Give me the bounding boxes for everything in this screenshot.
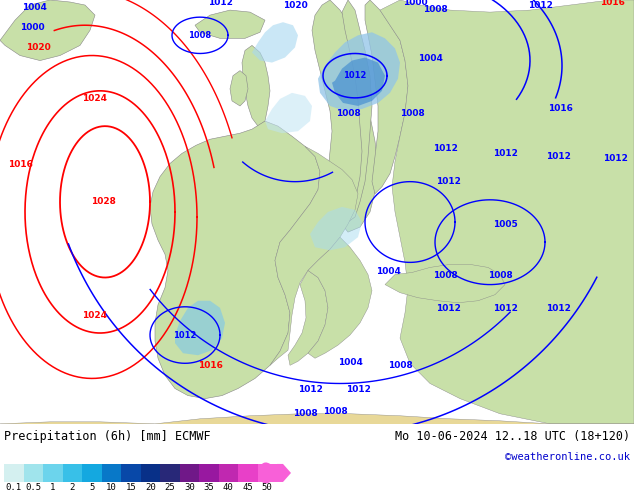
Text: 1020: 1020 <box>283 1 307 10</box>
Text: 1008: 1008 <box>335 109 360 118</box>
Text: 25: 25 <box>164 483 175 490</box>
Polygon shape <box>308 237 372 358</box>
Bar <box>121 464 141 482</box>
Text: ©weatheronline.co.uk: ©weatheronline.co.uk <box>505 452 630 462</box>
Bar <box>238 464 257 482</box>
Text: 1012: 1012 <box>546 152 571 161</box>
Text: 1012: 1012 <box>297 385 323 393</box>
Text: 1000: 1000 <box>403 0 427 7</box>
Polygon shape <box>365 0 408 194</box>
Text: 1028: 1028 <box>91 197 115 206</box>
Text: 1008: 1008 <box>432 270 457 279</box>
Bar <box>43 464 63 482</box>
Text: 10: 10 <box>106 483 117 490</box>
Polygon shape <box>310 207 362 250</box>
Text: 1008: 1008 <box>387 361 412 370</box>
Polygon shape <box>312 0 378 232</box>
Text: 1008: 1008 <box>488 270 512 279</box>
Text: 1016: 1016 <box>198 361 223 370</box>
Polygon shape <box>342 0 372 222</box>
Text: 1004: 1004 <box>418 53 443 63</box>
Text: 1012: 1012 <box>493 149 517 158</box>
Text: 1012: 1012 <box>344 71 366 80</box>
Text: 0.5: 0.5 <box>25 483 41 490</box>
Text: 1012: 1012 <box>432 145 458 153</box>
Polygon shape <box>195 10 265 38</box>
Polygon shape <box>175 301 225 355</box>
Text: 1020: 1020 <box>25 44 50 52</box>
Text: 15: 15 <box>126 483 136 490</box>
Text: 1024: 1024 <box>82 311 108 320</box>
Text: 1008: 1008 <box>293 409 318 418</box>
Text: 1: 1 <box>50 483 55 490</box>
Text: 1008: 1008 <box>323 407 347 416</box>
Bar <box>4 464 23 482</box>
Bar <box>141 464 160 482</box>
Polygon shape <box>332 57 385 106</box>
Bar <box>199 464 219 482</box>
Polygon shape <box>385 265 505 303</box>
Text: 1004: 1004 <box>337 358 363 368</box>
Text: 1004: 1004 <box>22 3 47 12</box>
Text: 50: 50 <box>262 483 273 490</box>
Text: 1012: 1012 <box>436 304 460 313</box>
Text: 1005: 1005 <box>493 220 517 229</box>
Text: 1012: 1012 <box>527 1 552 10</box>
Bar <box>219 464 238 482</box>
Text: 0.1: 0.1 <box>6 483 22 490</box>
Polygon shape <box>150 121 320 399</box>
Text: 1016: 1016 <box>548 104 573 113</box>
Text: 1004: 1004 <box>375 268 401 276</box>
Polygon shape <box>252 22 298 63</box>
Bar <box>82 464 101 482</box>
Polygon shape <box>380 0 634 424</box>
Text: 1024: 1024 <box>82 94 108 103</box>
Text: 1012: 1012 <box>602 154 628 164</box>
Bar <box>179 464 199 482</box>
Text: 5: 5 <box>89 483 94 490</box>
Bar <box>257 464 277 482</box>
Text: 1012: 1012 <box>173 331 197 340</box>
Text: 30: 30 <box>184 483 195 490</box>
Text: 35: 35 <box>204 483 214 490</box>
Text: 20: 20 <box>145 483 155 490</box>
Text: 45: 45 <box>242 483 253 490</box>
Polygon shape <box>270 147 358 366</box>
FancyArrow shape <box>277 464 291 482</box>
Text: 40: 40 <box>223 483 233 490</box>
Text: 1008: 1008 <box>399 109 424 118</box>
Text: 1016: 1016 <box>8 160 33 169</box>
Bar <box>23 464 43 482</box>
Text: 1012: 1012 <box>207 0 233 7</box>
Text: 1012: 1012 <box>436 177 460 186</box>
Text: 1016: 1016 <box>600 0 624 7</box>
Text: Mo 10-06-2024 12..18 UTC (18+120): Mo 10-06-2024 12..18 UTC (18+120) <box>395 430 630 443</box>
Bar <box>63 464 82 482</box>
Polygon shape <box>288 270 328 366</box>
Polygon shape <box>242 46 270 126</box>
Polygon shape <box>265 93 312 133</box>
Polygon shape <box>0 0 95 61</box>
Polygon shape <box>0 414 634 474</box>
Bar <box>101 464 121 482</box>
Text: 1008: 1008 <box>188 31 212 40</box>
Text: 1012: 1012 <box>346 385 370 393</box>
Text: Precipitation (6h) [mm] ECMWF: Precipitation (6h) [mm] ECMWF <box>4 430 210 443</box>
Polygon shape <box>230 71 248 106</box>
Bar <box>160 464 179 482</box>
Polygon shape <box>318 32 400 111</box>
Text: 1012: 1012 <box>493 304 517 313</box>
Text: 2: 2 <box>70 483 75 490</box>
Text: 1000: 1000 <box>20 24 44 32</box>
Text: 1012: 1012 <box>546 304 571 313</box>
Text: 1008: 1008 <box>423 5 448 14</box>
